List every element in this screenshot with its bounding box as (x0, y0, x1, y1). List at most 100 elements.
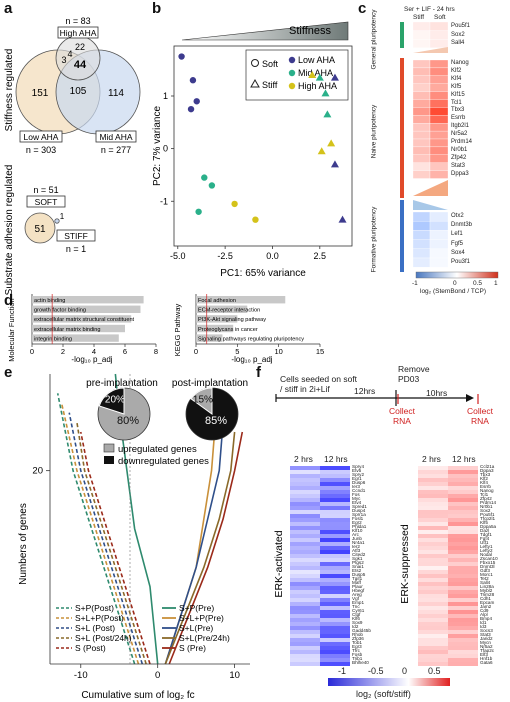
heat-c-cell (412, 211, 431, 222)
pca-point-stiff (321, 89, 330, 97)
heat-f-cell (290, 502, 320, 506)
heat-f-colorbar-tick: -0.5 (368, 666, 384, 676)
pca-point-stiff (330, 160, 339, 168)
collect-rna-2: Collect RNA (467, 406, 493, 426)
panel-e: -10 0 10 20 Numbers of genes Cumulative sum… (18, 373, 250, 701)
heat-f-cell (418, 510, 448, 514)
heat-f-gene-label: Cdh1 (480, 596, 491, 601)
bar (32, 324, 125, 333)
heat-c-gene-label: Stat3 (451, 162, 466, 169)
pca-y-tick-label: -1 (160, 196, 168, 206)
heat-f-gene-label: Tcl1 (480, 492, 489, 497)
heat-f-gene-label: Pou5f1 (480, 512, 495, 517)
heat-c-cell (429, 230, 449, 240)
heat-f-gene-label: Klf2 (480, 476, 488, 481)
heat-c-cell (429, 59, 449, 69)
heat-f-cell (418, 534, 448, 538)
heat-f-cell (418, 518, 448, 522)
heat-f-cell (320, 562, 350, 566)
heat-f-gene-label: Spry4 (352, 464, 365, 469)
heat-f-cell (418, 642, 448, 646)
heat-f-cell (418, 490, 448, 494)
heat-f-cell (448, 502, 478, 506)
heat-f-gene-label: Zscan10 (480, 556, 498, 561)
heat-f-cell (418, 646, 448, 650)
bar (196, 324, 234, 333)
bar-label: growth factor binding (34, 308, 86, 314)
bar-label: ECM-receptor interaction (198, 308, 260, 314)
heat-f-cell (448, 542, 478, 546)
heat-f-cell (418, 478, 448, 482)
heat-f-cell (320, 650, 350, 654)
heat-f-cell (290, 590, 320, 594)
heat-f-cell (448, 514, 478, 518)
group-bar-naive (400, 58, 404, 198)
heat-c-cell (429, 83, 449, 92)
heat-c-cell (429, 67, 449, 76)
heat-f-cell (320, 558, 350, 562)
heat-f-cell (320, 542, 350, 546)
heat-f-cell (418, 606, 448, 610)
heat-f-gene-label: Egr1 (352, 476, 362, 481)
heat-f-cell (418, 618, 448, 622)
heat-f-gene-label: Klf4 (480, 480, 488, 485)
heat-f-gene-label: Cyr61 (352, 608, 365, 613)
collect-rna-1: Collect RNA (389, 406, 415, 426)
heat-f-gene-label: Ccl21a (480, 464, 495, 469)
heat-f-cell (418, 522, 448, 526)
e-series-line (164, 422, 224, 665)
pca-y-ticks: 1 0 -1 (160, 91, 174, 206)
heat-f-gene-label: Sgk1 (352, 556, 363, 561)
heatmap-c (400, 21, 499, 279)
heat-c-cell (412, 91, 431, 100)
heat-c-cell (412, 221, 431, 231)
heat-f-cell (418, 514, 448, 518)
heat-f-cell (418, 570, 448, 574)
heat-f-cell (290, 630, 320, 634)
heat-f-cell (290, 470, 320, 474)
legend-soft-marker (251, 59, 259, 67)
heat-f-cell (290, 506, 320, 510)
heatmap-f-colorbar-label: log₂ (soft/stiff) (356, 689, 411, 699)
general-ramp (413, 47, 448, 53)
pca-y-tick-label: 1 (163, 91, 168, 101)
heat-c-cell (429, 138, 449, 148)
heat-f-gene-label: Bmp4 (480, 616, 493, 621)
bar (196, 334, 223, 342)
pca-x-tick-label: 2.5 (314, 251, 327, 261)
heat-f-gene-label: Nr0b1 (480, 504, 493, 509)
legend-down-swatch (104, 456, 114, 464)
heat-f-cell (320, 570, 350, 574)
pca-point-soft (252, 216, 259, 223)
pie-label-minor: 20% (105, 394, 125, 405)
pca-point-soft (189, 77, 197, 84)
e-legend-label: S+L (Post/24h) (75, 633, 132, 643)
venn-high-only: 22 (75, 42, 85, 52)
stiff-n: n = 1 (66, 244, 86, 254)
heat-f-cell (320, 606, 350, 610)
heat-f-gene-label: Fosl1 (352, 516, 364, 521)
heat-f-gene-label: Alpl (480, 612, 488, 617)
heat-f-cell (448, 518, 478, 522)
heat-f-gene-label: Tet2 (480, 576, 489, 581)
heat-f-cell (448, 522, 478, 526)
heat-f-cell (418, 598, 448, 602)
heat-c-gene-label: Sall4 (451, 40, 465, 47)
heat-f-gene-label: Socs3 (480, 628, 493, 633)
heat-f-gene-label: Bhlhe40 (352, 660, 369, 665)
pca-xlabel: PC1: 65% variance (220, 268, 306, 279)
heat-f-gene-label: Klf10 (352, 528, 363, 533)
heat-f-cell (290, 610, 320, 614)
panel-b: Stiffness Soft Stiff Low AHA Mid AHA Hig… (152, 21, 353, 279)
heat-f-cell (290, 534, 320, 538)
heat-f-gene-label: Dazl (480, 528, 490, 533)
pie-post: 85% 15% (185, 387, 239, 441)
heat-f-cell (320, 574, 350, 578)
pca-y-tick-label: 0 (163, 144, 168, 154)
heat-f-gene-label: Mybl2 (480, 588, 493, 593)
e-xlabel: Cumulative sum of log₂ fc (81, 690, 194, 701)
heat-f-gene-label: Hbegf (352, 588, 365, 593)
heat-f-cell (290, 522, 320, 526)
heat-c-cell (429, 91, 449, 100)
heat-f-cell (418, 546, 448, 550)
